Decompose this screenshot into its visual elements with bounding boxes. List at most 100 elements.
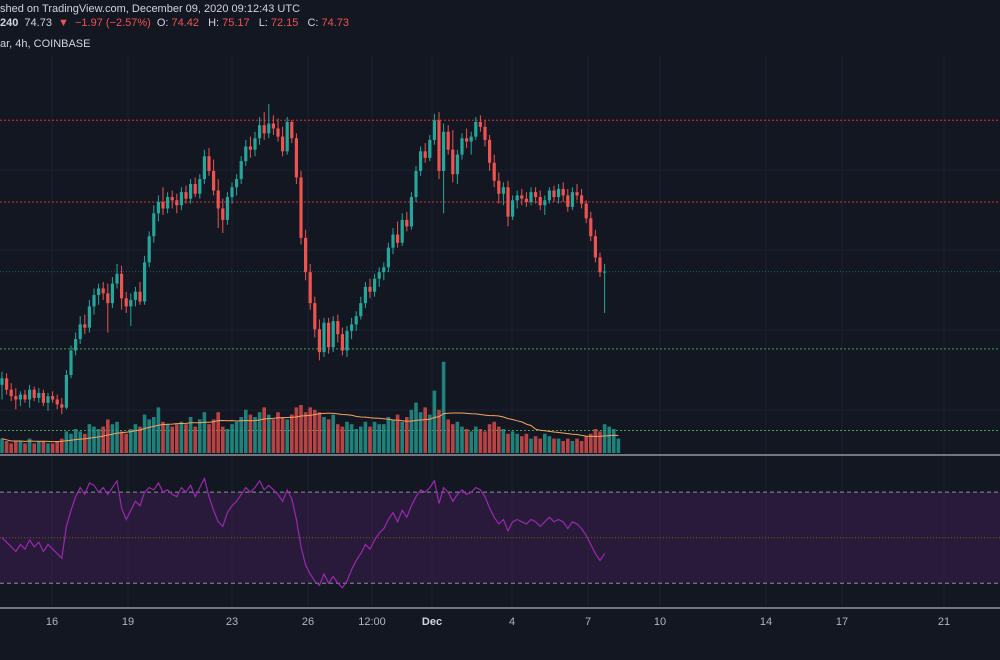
candle-body — [363, 286, 367, 304]
candle-body — [598, 257, 602, 273]
volume-bar — [244, 409, 248, 453]
volume-bar — [92, 426, 96, 453]
candle-body — [575, 192, 579, 196]
volume-bar — [474, 426, 478, 453]
volume-bar — [386, 417, 391, 453]
x-tick-label: 26 — [302, 616, 314, 628]
volume-bar — [492, 421, 496, 453]
published-line: shed on TradingView.com, December 09, 20… — [0, 1, 1000, 17]
volume-bar — [602, 424, 607, 453]
candle-body — [184, 192, 188, 199]
volume-bar — [478, 429, 483, 453]
candle-body — [451, 149, 455, 175]
candle-body — [308, 272, 312, 304]
volume-bar — [83, 433, 87, 453]
volume-bar — [441, 361, 446, 453]
candle-body — [469, 136, 473, 142]
candle-body — [354, 316, 358, 325]
candle-body — [41, 392, 45, 403]
volume-bar — [483, 431, 487, 453]
volume-bar — [230, 424, 234, 453]
candle-body — [543, 200, 547, 206]
low-label: L: — [258, 17, 268, 29]
candle-body — [239, 161, 243, 180]
interval-fragment: 240 — [0, 17, 19, 29]
volume-bar — [175, 424, 179, 453]
symbol-legend: ar, 4h, COINBASE — [0, 38, 91, 50]
volume-bar — [589, 433, 593, 453]
candle-body — [285, 121, 289, 152]
candle-body — [409, 197, 413, 227]
candle-body — [32, 389, 36, 398]
candle-body — [51, 396, 55, 400]
rsi-line — [1, 476, 606, 589]
candle-body — [396, 234, 400, 243]
volume-bar — [561, 441, 565, 453]
volume-bar — [271, 419, 276, 453]
volume-bar — [165, 424, 170, 453]
candle-body — [189, 183, 193, 199]
candle-body — [166, 197, 170, 209]
candle-body — [580, 195, 584, 204]
volume-bar — [290, 414, 294, 453]
volume-bar — [170, 426, 174, 453]
candle-body — [46, 396, 50, 403]
candle-body — [511, 200, 515, 217]
candle-body — [221, 208, 225, 220]
candle-body — [92, 295, 96, 307]
candle-body — [138, 291, 142, 302]
candle-body — [446, 131, 450, 150]
candle-body — [322, 322, 326, 353]
close-value: 74.73 — [321, 17, 349, 29]
volume-bar — [520, 436, 524, 453]
volume-bar — [524, 433, 529, 453]
volume-bar — [32, 443, 36, 453]
candle-body — [437, 120, 441, 171]
volume-bar — [14, 441, 18, 453]
candle-body — [156, 201, 160, 214]
candle-body — [488, 139, 492, 163]
candle-body — [124, 298, 128, 307]
volume-bar — [198, 419, 202, 453]
volume-bar — [234, 421, 239, 453]
volume-bar — [423, 407, 427, 453]
candle-body — [547, 190, 551, 201]
volume-bar — [41, 441, 46, 453]
volume-bar — [69, 433, 73, 453]
volume-bar — [566, 438, 570, 453]
published-text: shed on TradingView.com, December 09, 20… — [0, 3, 301, 15]
candle-body — [299, 177, 303, 238]
candle-body — [455, 154, 459, 175]
candle-body — [175, 200, 179, 206]
candle-body — [0, 378, 4, 385]
volume-bar — [64, 431, 69, 453]
volume-bar — [584, 436, 588, 453]
volume-bar — [257, 412, 262, 453]
volume-bar — [359, 426, 363, 453]
high-value: 75.17 — [222, 17, 250, 29]
open-label: O: — [156, 17, 169, 29]
candle-body — [414, 170, 418, 198]
volume-bar — [216, 412, 220, 453]
candle-body — [327, 322, 331, 348]
x-axis: 16 19 23 26 12:00 Dec 4 7 10 14 17 21 — [0, 607, 1000, 628]
close-label: C: — [307, 17, 319, 29]
volume-bar — [349, 424, 354, 453]
volume-bar — [184, 424, 188, 453]
candle-body — [133, 291, 137, 300]
volume-bar — [129, 429, 133, 453]
candle-body — [520, 195, 524, 199]
candle-body — [534, 192, 538, 198]
volume-bar — [211, 419, 216, 453]
volume-bar — [133, 424, 138, 453]
volume-bar — [616, 438, 621, 453]
volume-bar — [262, 407, 266, 453]
volume-bar — [570, 441, 575, 453]
volume-bar — [418, 412, 423, 453]
candle-body — [524, 198, 528, 202]
candle-body — [147, 236, 151, 263]
candle-body — [230, 187, 234, 198]
change-value: −1.97 (−2.57%) — [74, 17, 151, 29]
candle-body — [386, 247, 390, 268]
